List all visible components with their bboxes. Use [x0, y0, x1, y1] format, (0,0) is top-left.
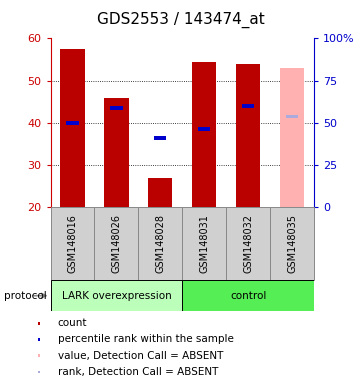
Text: control: control: [230, 291, 266, 301]
Text: value, Detection Call = ABSENT: value, Detection Call = ABSENT: [58, 351, 223, 361]
Bar: [286, 115, 298, 118]
Bar: [51, 280, 182, 311]
Bar: [38, 321, 40, 324]
Bar: [182, 207, 226, 280]
Bar: [154, 136, 166, 139]
Bar: [236, 64, 260, 207]
Bar: [148, 178, 173, 207]
Text: percentile rank within the sample: percentile rank within the sample: [58, 334, 234, 344]
Text: GSM148035: GSM148035: [287, 214, 297, 273]
Bar: [242, 104, 255, 108]
Text: GDS2553 / 143474_at: GDS2553 / 143474_at: [97, 12, 264, 28]
Text: protocol: protocol: [4, 291, 46, 301]
Bar: [66, 121, 79, 125]
Bar: [192, 61, 216, 207]
Bar: [226, 207, 270, 280]
Bar: [38, 354, 40, 357]
Bar: [110, 106, 123, 110]
Text: LARK overexpression: LARK overexpression: [61, 291, 171, 301]
Bar: [198, 127, 210, 131]
Bar: [38, 338, 40, 341]
Bar: [280, 68, 304, 207]
Bar: [270, 207, 314, 280]
Text: rank, Detection Call = ABSENT: rank, Detection Call = ABSENT: [58, 367, 218, 377]
Bar: [38, 371, 40, 374]
Bar: [138, 207, 182, 280]
Text: GSM148026: GSM148026: [112, 214, 121, 273]
Text: GSM148032: GSM148032: [243, 214, 253, 273]
Bar: [51, 207, 95, 280]
Bar: [60, 49, 84, 207]
Bar: [104, 98, 129, 207]
Text: GSM148031: GSM148031: [199, 214, 209, 273]
Text: GSM148016: GSM148016: [68, 214, 78, 273]
Text: GSM148028: GSM148028: [155, 214, 165, 273]
Text: count: count: [58, 318, 87, 328]
Bar: [95, 207, 138, 280]
Bar: [182, 280, 314, 311]
